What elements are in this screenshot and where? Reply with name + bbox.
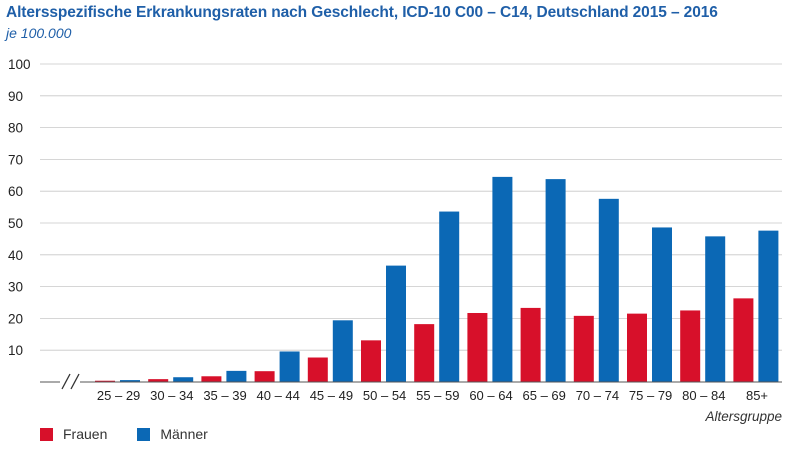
bar-maenner: [705, 236, 726, 382]
x-axis-label: Altersgruppe: [704, 409, 782, 424]
legend-label-maenner: Männer: [160, 426, 208, 442]
legend: Frauen Männer: [40, 426, 238, 442]
bar-frauen: [573, 315, 594, 382]
y-tick-label: 60: [8, 184, 23, 199]
bar-maenner: [439, 211, 460, 382]
x-tick-label: 35 – 39: [203, 388, 246, 403]
bar-maenner: [652, 227, 672, 382]
x-tick-label: 70 – 74: [576, 388, 619, 403]
bar-frauen: [520, 307, 541, 382]
y-tick-label: 50: [8, 216, 23, 231]
y-tick-label: 70: [8, 152, 23, 167]
x-tick-label: 55 – 59: [416, 388, 459, 403]
y-tick-label: 100: [8, 57, 31, 72]
legend-item-maenner: Männer: [137, 426, 208, 442]
bar-maenner: [120, 380, 140, 382]
chart-title: Altersspezifische Erkrankungsraten nach …: [6, 4, 718, 21]
bar-frauen: [95, 380, 115, 382]
bar-maenner: [279, 351, 300, 382]
axis-break-mark: [60, 372, 80, 390]
x-tick-label: 65 – 69: [523, 388, 566, 403]
bar-maenner: [758, 230, 779, 382]
bar-maenner: [226, 370, 247, 382]
x-tick-label: 50 – 54: [363, 388, 406, 403]
bar-series: [95, 176, 779, 382]
legend-swatch-maenner: [137, 427, 151, 441]
legend-label-frauen: Frauen: [63, 426, 108, 442]
bar-frauen: [307, 357, 328, 382]
bar-frauen: [733, 298, 754, 382]
bar-frauen: [680, 310, 701, 382]
bar-maenner: [173, 377, 194, 382]
bar-frauen: [254, 371, 275, 382]
bar-frauen: [201, 376, 222, 382]
bar-maenner: [545, 179, 566, 382]
bar-maenner: [386, 265, 406, 382]
bar-frauen: [361, 340, 381, 382]
bar-maenner: [598, 198, 619, 382]
legend-item-frauen: Frauen: [40, 426, 107, 442]
bar-frauen: [414, 324, 435, 382]
y-tick-label: 40: [8, 248, 23, 263]
y-tick-label: 30: [8, 280, 23, 295]
legend-swatch-frauen: [40, 427, 53, 441]
x-tick-label: 60 – 64: [469, 388, 512, 403]
bar-frauen: [148, 379, 169, 382]
x-tick-label: 30 – 34: [150, 388, 193, 403]
y-tick-label: 20: [8, 311, 23, 326]
chart-subtitle: je 100.000: [6, 25, 72, 41]
x-tick-label: 45 – 49: [310, 388, 353, 403]
x-tick-label: 75 – 79: [629, 388, 672, 403]
y-tick-label: 90: [8, 89, 23, 104]
x-tick-label: 80 – 84: [682, 388, 725, 403]
x-tick-label: 40 – 44: [257, 388, 300, 403]
bar-maenner: [332, 320, 353, 382]
x-tick-label: 85+: [746, 388, 768, 403]
bar-maenner: [492, 176, 513, 382]
y-tick-label: 10: [8, 343, 23, 358]
bar-frauen: [627, 313, 647, 382]
y-tick-label: 80: [8, 121, 23, 136]
bar-frauen: [467, 312, 488, 382]
x-axis-ticks: 25 – 29 30 – 34 35 – 39 40 – 44 45 – 49 50 – …: [97, 388, 768, 403]
x-tick-label: 25 – 29: [97, 388, 140, 403]
y-axis-ticks: 10 20 30 40 50 60 70 80 90 100: [8, 57, 31, 358]
